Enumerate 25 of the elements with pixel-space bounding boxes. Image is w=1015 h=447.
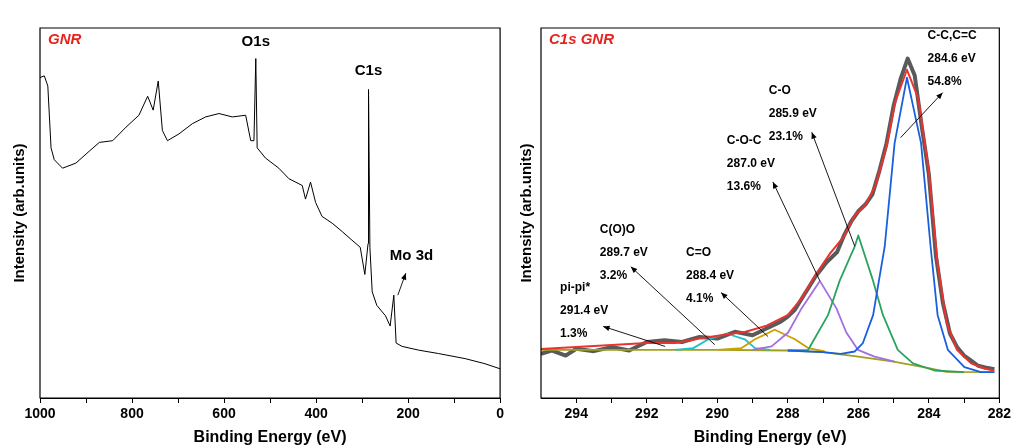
x-tick-label: 800 [120,405,144,422]
x-tick-label: 400 [304,405,328,422]
annotation: Mo 3d [389,246,434,264]
x-tick-label: 0 [496,405,505,422]
annotation: C-C,C=C 284.6 eV 54.8% [927,27,977,88]
x-tick-label: 288 [776,405,800,422]
x-axis-title: Binding Energy (eV) [193,427,347,445]
x-tick-label: 284 [917,405,941,422]
x-tick-label: 600 [212,405,236,422]
annotation: C=O 288.4 eV 4.1% [686,244,735,305]
chart-title: C1s GNR [549,30,615,48]
x-axis-title: Binding Energy (eV) [693,427,847,445]
y-axis-title: Intensity (arb.units) [10,143,28,283]
annotation: C-O 285.9 eV 23.1% [768,82,817,143]
x-tick-label: 282 [987,405,1012,422]
annotation: C1s [354,60,383,78]
x-tick-label: 292 [635,405,659,422]
x-tick-label: 294 [564,405,589,422]
x-tick-label: 286 [846,405,871,422]
x-tick-label: 1000 [24,405,56,422]
annotation: O1s [241,31,270,49]
chart-title: GNR [48,30,82,48]
y-axis-title: Intensity (arb.units) [517,143,535,283]
x-tick-label: 200 [396,405,420,422]
x-tick-label: 290 [705,405,730,422]
